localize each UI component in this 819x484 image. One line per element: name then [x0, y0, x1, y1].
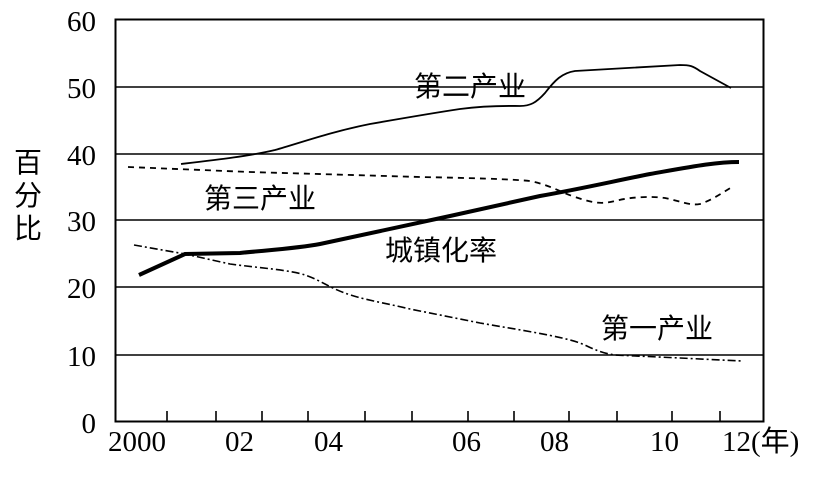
x-tick-label: 2000: [108, 426, 166, 458]
y-tick-label: 60: [67, 6, 96, 38]
series-primary-industry: [133, 244, 743, 362]
y-tick-label: 40: [67, 140, 96, 172]
y-axis-label-char: 比: [14, 212, 43, 245]
y-axis-label-char: 百: [14, 146, 43, 179]
x-tick-label: 10: [650, 426, 679, 458]
label-primary-industry: 第一产业: [601, 312, 714, 345]
y-axis-label-char: 分: [14, 179, 43, 212]
x-tick-label: 04: [314, 426, 343, 458]
x-axis-ticks: [166, 411, 721, 421]
y-tick-label: 30: [67, 206, 96, 238]
label-tertiary-industry: 第三产业: [204, 182, 317, 215]
x-tick-label: 08: [540, 426, 569, 458]
label-secondary-industry: 第二产业: [414, 70, 527, 103]
y-tick-label: 0: [81, 408, 97, 440]
x-tick-label: 02: [225, 426, 254, 458]
label-urbanization-rate: 城镇化率: [385, 234, 498, 267]
series-tertiary-industry: [127, 166, 733, 206]
series-secondary-industry: [180, 64, 732, 165]
y-tick-label: 50: [67, 73, 96, 105]
y-tick-label: 10: [67, 341, 96, 373]
x-tick-label: 06: [452, 426, 481, 458]
x-tick-label: 12(年): [722, 426, 800, 458]
y-tick-label: 20: [67, 273, 96, 305]
series-urbanization-rate: [138, 160, 740, 277]
y-axis-label: 百 分 比: [14, 146, 44, 245]
